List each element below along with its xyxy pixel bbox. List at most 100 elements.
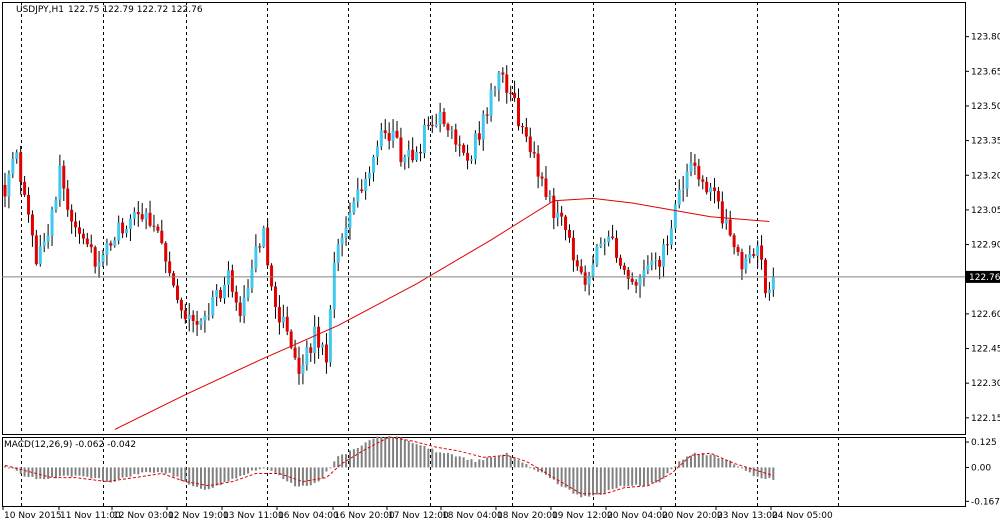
bear-candle (458, 145, 461, 146)
macd-histogram-bar (463, 457, 465, 467)
macd-histogram-bar (772, 467, 774, 480)
bear-candle (584, 272, 587, 284)
bear-candle (733, 235, 736, 247)
bear-candle (384, 130, 387, 133)
macd-axis-label: -0.167 (971, 497, 1000, 507)
macd-histogram-bar (404, 439, 406, 467)
macd-histogram-bar (227, 467, 229, 481)
bear-candle (258, 246, 261, 247)
bull-candle (207, 316, 210, 317)
bear-candle (737, 247, 740, 252)
macd-histogram-bar (639, 467, 641, 485)
bull-candle (113, 241, 116, 246)
macd-histogram-bar (568, 467, 570, 489)
bull-candle (756, 245, 759, 256)
macd-histogram-bar (239, 467, 241, 476)
bear-candle (478, 133, 481, 139)
bull-candle (439, 112, 442, 124)
time-axis-label: 17 Nov 12:00 (388, 511, 449, 521)
macd-histogram-bar (600, 467, 602, 494)
macd-histogram-bar (274, 467, 276, 472)
macd-histogram-bar (420, 445, 422, 467)
bull-candle (203, 316, 206, 320)
time-axis-label: 18 Nov 20:00 (497, 511, 558, 521)
bull-candle (380, 130, 383, 146)
macd-histogram-bar (216, 467, 218, 485)
macd-histogram-bar (725, 460, 727, 467)
bull-candle (497, 73, 500, 90)
bear-candle (462, 145, 465, 153)
bear-candle (239, 303, 242, 316)
bull-candle (305, 347, 308, 365)
bear-candle (513, 93, 516, 98)
macd-histogram-bar (247, 467, 249, 473)
macd-histogram-bar (133, 467, 135, 474)
bear-candle (619, 258, 622, 266)
price-axis-label: 122.30 (971, 379, 1000, 389)
macd-histogram-bar (94, 467, 96, 478)
macd-histogram-bar (165, 467, 167, 473)
macd-histogram-bar (584, 467, 586, 495)
bear-candle (717, 191, 720, 201)
bull-candle (423, 125, 426, 153)
bear-candle (427, 125, 430, 126)
bear-candle (411, 150, 414, 160)
macd-histogram-bar (670, 467, 672, 469)
bull-candle (223, 285, 226, 298)
macd-histogram-bar (24, 467, 26, 476)
macd-histogram-bar (28, 467, 30, 477)
bull-candle (678, 190, 681, 205)
bull-candle (333, 263, 336, 309)
bull-candle (188, 315, 191, 319)
macd-histogram-bar (173, 467, 175, 476)
bull-candle (474, 133, 477, 159)
bull-candle (356, 189, 359, 201)
bull-candle (650, 261, 653, 265)
macd-histogram-bar (549, 467, 551, 478)
macd-histogram-bar (392, 437, 394, 467)
macd-histogram-bar (745, 467, 747, 470)
macd-histogram-bar (627, 467, 629, 486)
macd-histogram-bar (612, 467, 614, 489)
bear-candle (298, 358, 301, 374)
bear-candle (541, 177, 544, 179)
bear-candle (505, 75, 508, 93)
time-axis-label: 20 Nov 20:00 (662, 511, 723, 521)
macd-histogram-bar (137, 467, 139, 474)
bear-candle (533, 152, 536, 154)
macd-histogram-bar (690, 456, 692, 468)
macd-histogram-bar (372, 439, 374, 468)
macd-histogram-bar (82, 467, 84, 476)
bull-candle (321, 345, 324, 348)
macd-histogram-bar (710, 455, 712, 468)
price-axis-label: 123.80 (971, 33, 1000, 43)
bull-candle (125, 229, 128, 233)
macd-histogram-bar (666, 467, 668, 473)
macd-histogram-bar (306, 467, 308, 485)
bear-candle (419, 152, 422, 153)
bull-candle (662, 244, 665, 266)
price-panel[interactable]: 123.80123.65123.50123.35123.20123.05122.… (2, 2, 1000, 435)
macd-histogram-bar (529, 467, 531, 468)
bear-candle (286, 317, 289, 332)
bear-candle (176, 286, 179, 300)
bear-candle (396, 131, 399, 138)
macd-histogram-bar (592, 467, 594, 495)
macd-histogram-bar (459, 456, 461, 467)
macd-histogram-bar (180, 467, 182, 480)
bull-candle (11, 159, 14, 174)
macd-histogram-bar (290, 467, 292, 482)
macd-histogram-bar (400, 437, 402, 467)
macd-axis-label: 0.125 (971, 438, 997, 448)
macd-histogram-bar (157, 467, 159, 472)
bear-candle (517, 98, 520, 126)
bull-candle (548, 196, 551, 197)
macd-histogram-bar (643, 467, 645, 486)
bear-candle (278, 307, 281, 322)
bear-candle (658, 260, 661, 267)
time-axis-label: 19 Nov 12:00 (552, 511, 613, 521)
bull-candle (243, 298, 246, 316)
